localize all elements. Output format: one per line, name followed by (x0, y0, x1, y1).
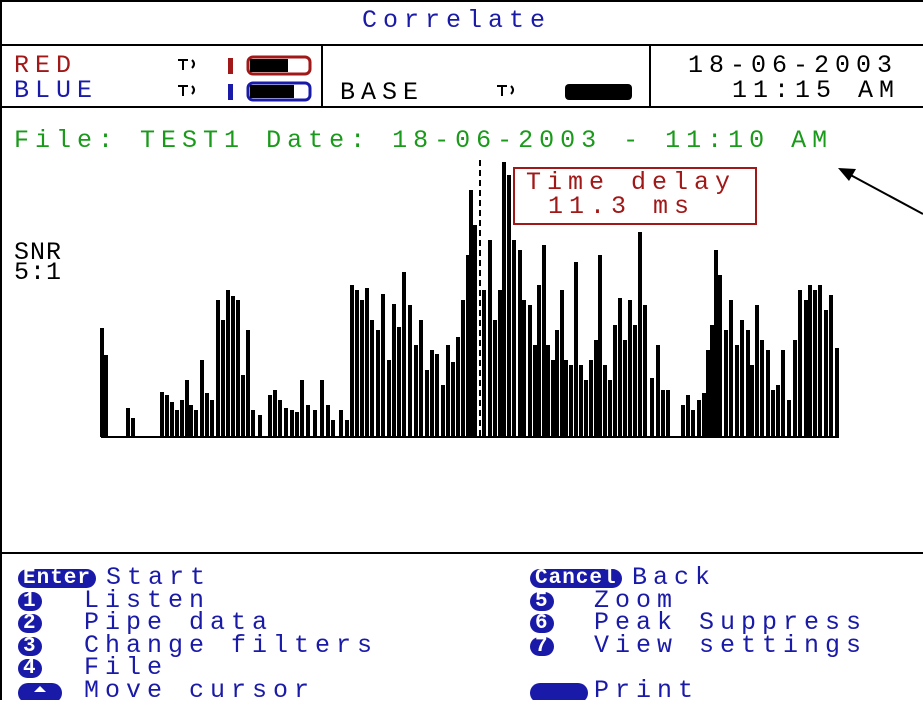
base-label: BASE (340, 78, 425, 107)
menu-label[interactable]: Zoom (594, 585, 679, 615)
menu-label[interactable]: Pipe data (84, 608, 274, 637)
menu-key[interactable]: 2 (18, 613, 42, 634)
correlogram (100, 162, 839, 437)
file-label: File: (14, 126, 120, 155)
time-delay-box (513, 167, 757, 225)
blue-indicator (228, 84, 233, 100)
snr-value: 5:1 (14, 258, 63, 287)
file-line: File: TEST1 Date: 18-06-2003 - 11:10 AM (14, 128, 833, 153)
battery-level (250, 85, 294, 98)
menu-key[interactable]: 4 (18, 658, 42, 679)
menu-label[interactable]: Listen (84, 585, 211, 615)
date: 18-06-2003 (688, 51, 899, 80)
date-label: Date: (266, 126, 372, 155)
menu-key[interactable]: Enter (18, 568, 97, 589)
menu-label[interactable]: Move cursor (84, 675, 316, 705)
time: 11:15 AM (732, 76, 901, 105)
menu-key[interactable]: 7 (530, 636, 554, 657)
antenna-icons (178, 59, 514, 96)
sensor-red: RED (14, 51, 78, 80)
menu-key[interactable]: 6 (530, 613, 554, 634)
pointer-arrow (844, 171, 923, 215)
menu-label[interactable]: View settings (594, 630, 868, 660)
title: Correlate (362, 6, 552, 35)
date-value: 18-06-2003 - 11:10 AM (392, 126, 834, 155)
red-indicator (228, 58, 233, 74)
snr-label: SNR (14, 238, 63, 267)
arrow-head (838, 168, 856, 181)
menu-key[interactable]: 3 (18, 636, 42, 657)
menu-key[interactable]: 5 (530, 591, 554, 612)
menu-label[interactable]: Start (106, 563, 212, 592)
menu-label[interactable]: Print (594, 675, 700, 705)
menu-label[interactable]: Change filters (84, 630, 379, 660)
battery-base (565, 84, 632, 100)
menu-label[interactable]: File (84, 653, 169, 682)
menu-key[interactable]: 1 (18, 591, 42, 612)
sensor-blue: BLUE (14, 76, 99, 105)
menu-label[interactable]: Peak Suppress (594, 608, 868, 637)
menu-key[interactable]: Cancel (530, 568, 622, 589)
file-name: TEST1 (140, 126, 246, 155)
nav-arrow (34, 686, 46, 692)
print-key (530, 683, 588, 700)
time-delay-value: 11.3 ms (548, 192, 696, 221)
menu-label[interactable]: Back (632, 563, 717, 592)
battery-level (250, 59, 288, 72)
time-delay-label: Time delay (526, 168, 737, 197)
